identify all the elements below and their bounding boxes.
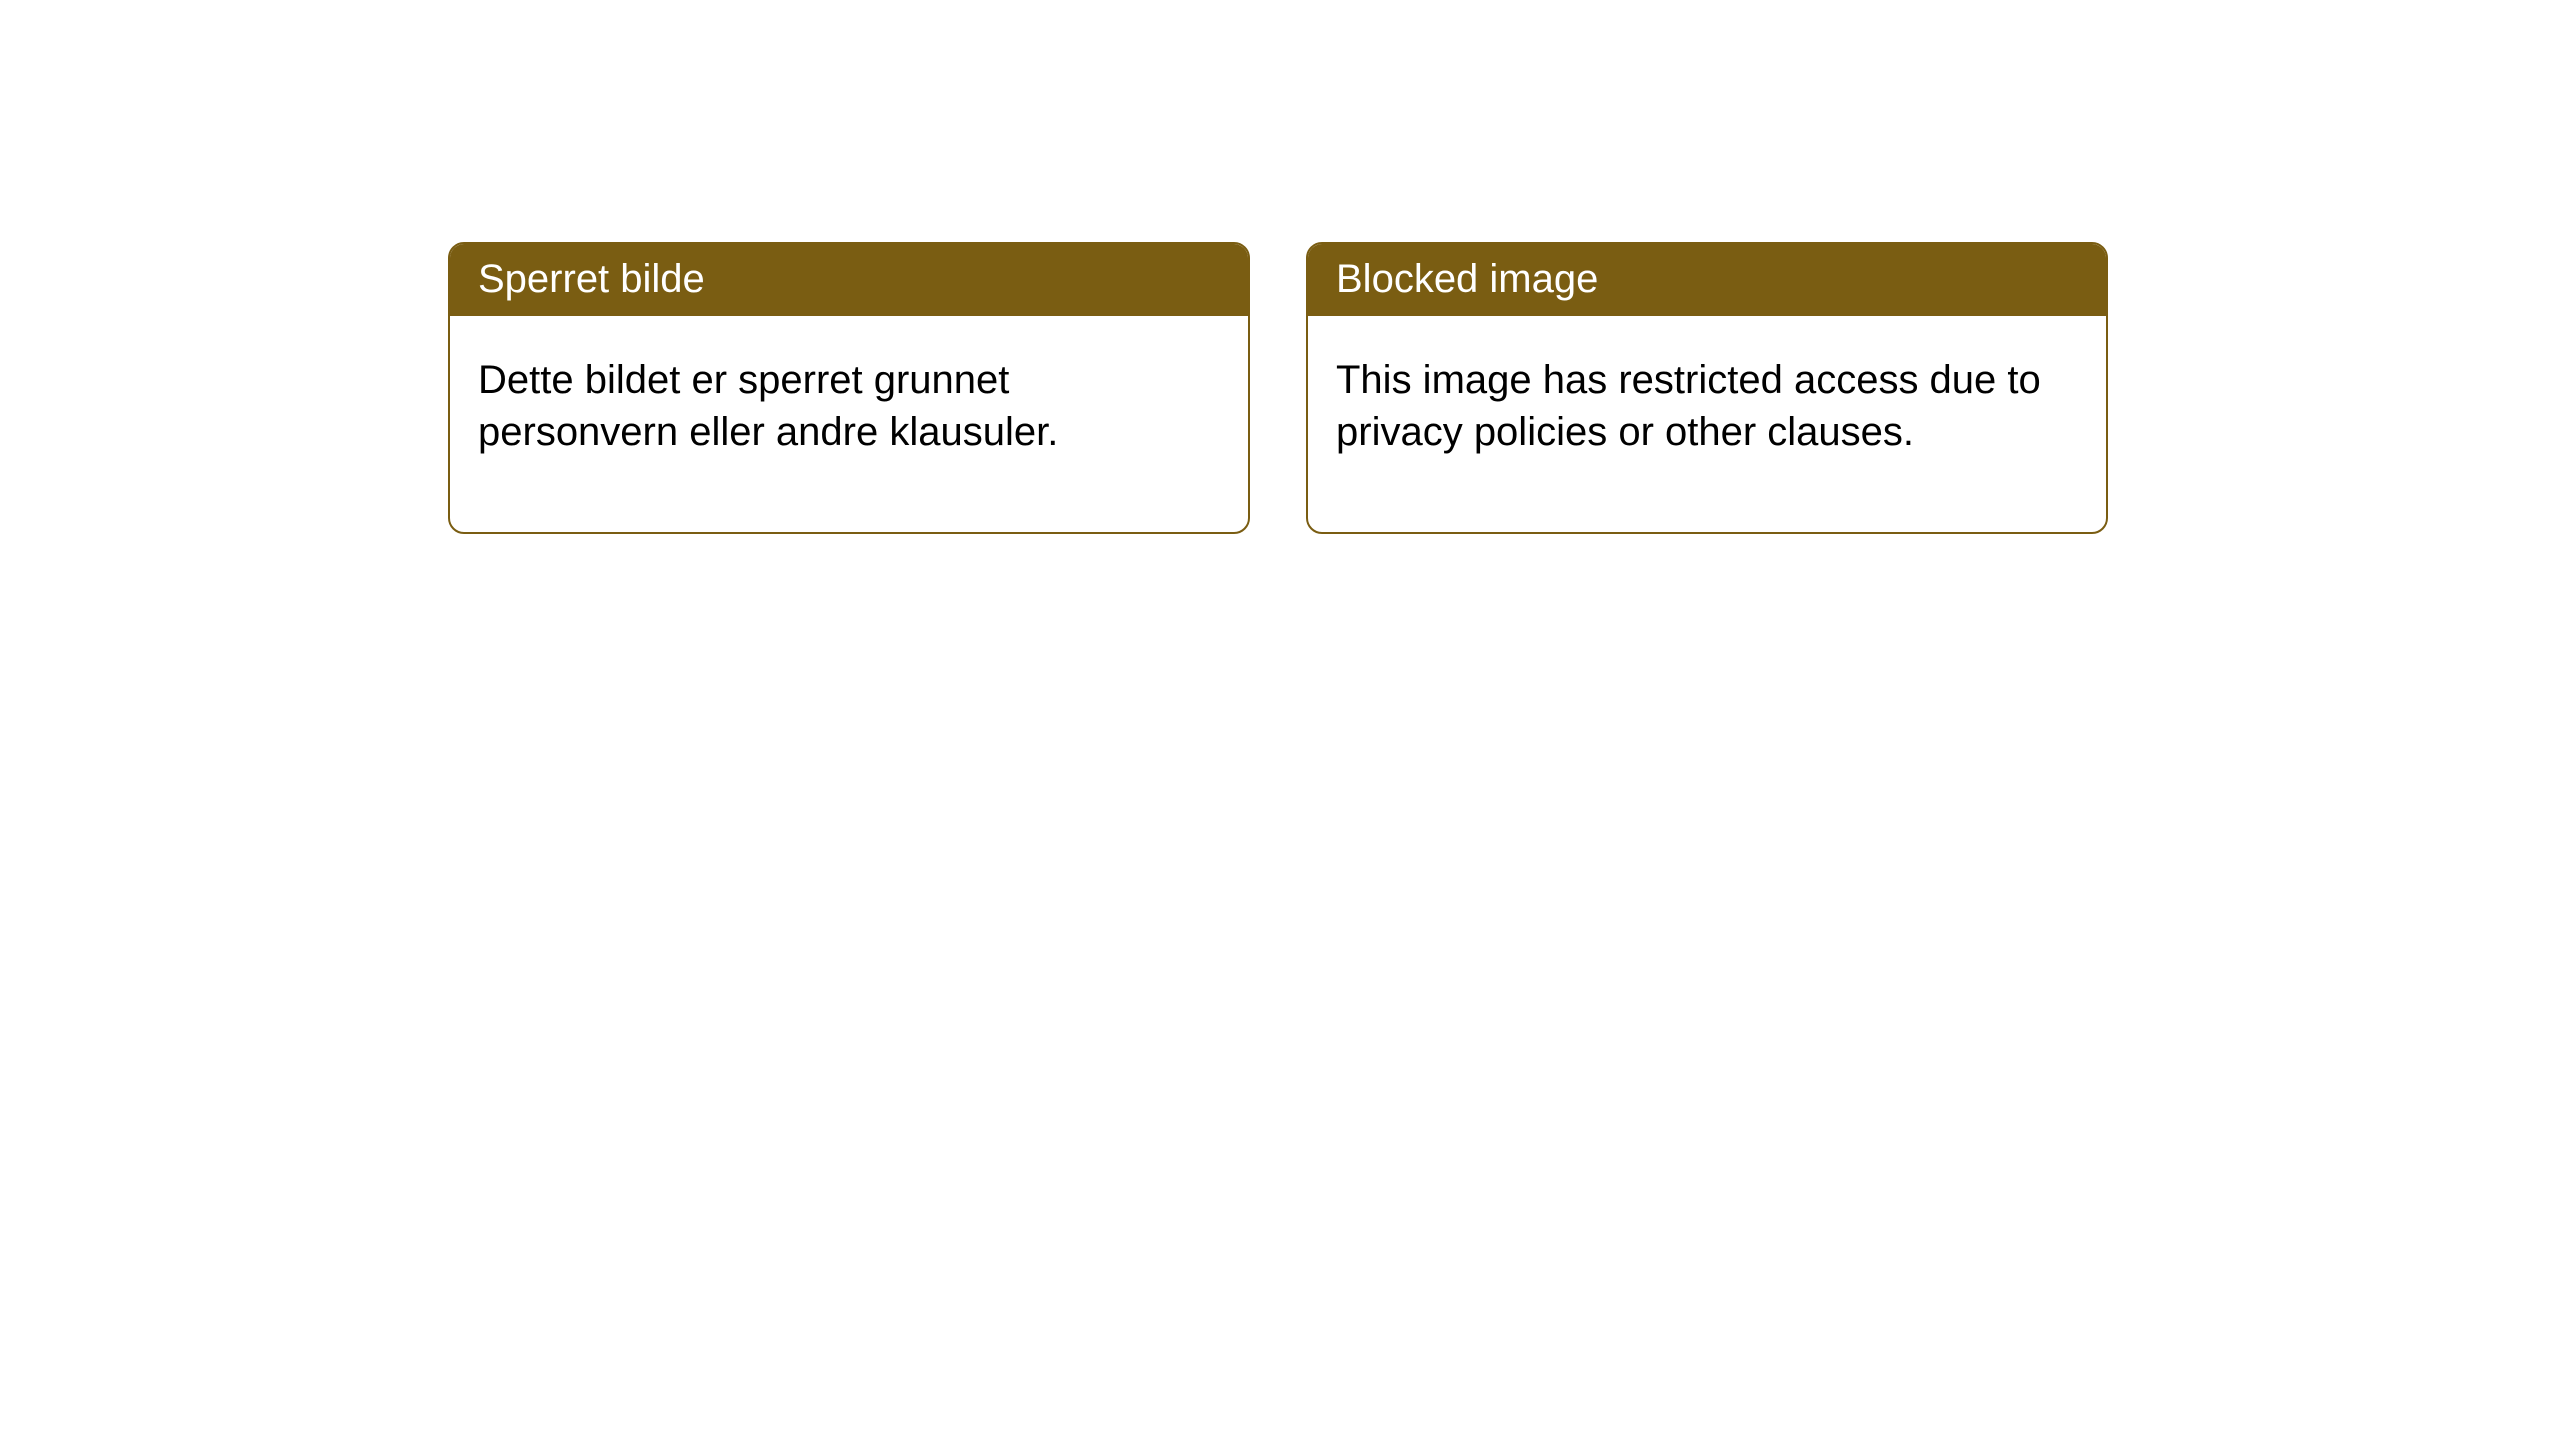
card-body: Dette bildet er sperret grunnet personve… bbox=[450, 316, 1248, 532]
notice-card-norwegian: Sperret bilde Dette bildet er sperret gr… bbox=[448, 242, 1250, 534]
card-title: Blocked image bbox=[1336, 257, 1598, 301]
card-header: Blocked image bbox=[1308, 244, 2106, 316]
card-title: Sperret bilde bbox=[478, 257, 705, 301]
card-body-text: This image has restricted access due to … bbox=[1336, 358, 2041, 454]
card-body: This image has restricted access due to … bbox=[1308, 316, 2106, 532]
notice-card-english: Blocked image This image has restricted … bbox=[1306, 242, 2108, 534]
notice-cards-container: Sperret bilde Dette bildet er sperret gr… bbox=[448, 242, 2108, 534]
card-body-text: Dette bildet er sperret grunnet personve… bbox=[478, 358, 1058, 454]
card-header: Sperret bilde bbox=[450, 244, 1248, 316]
